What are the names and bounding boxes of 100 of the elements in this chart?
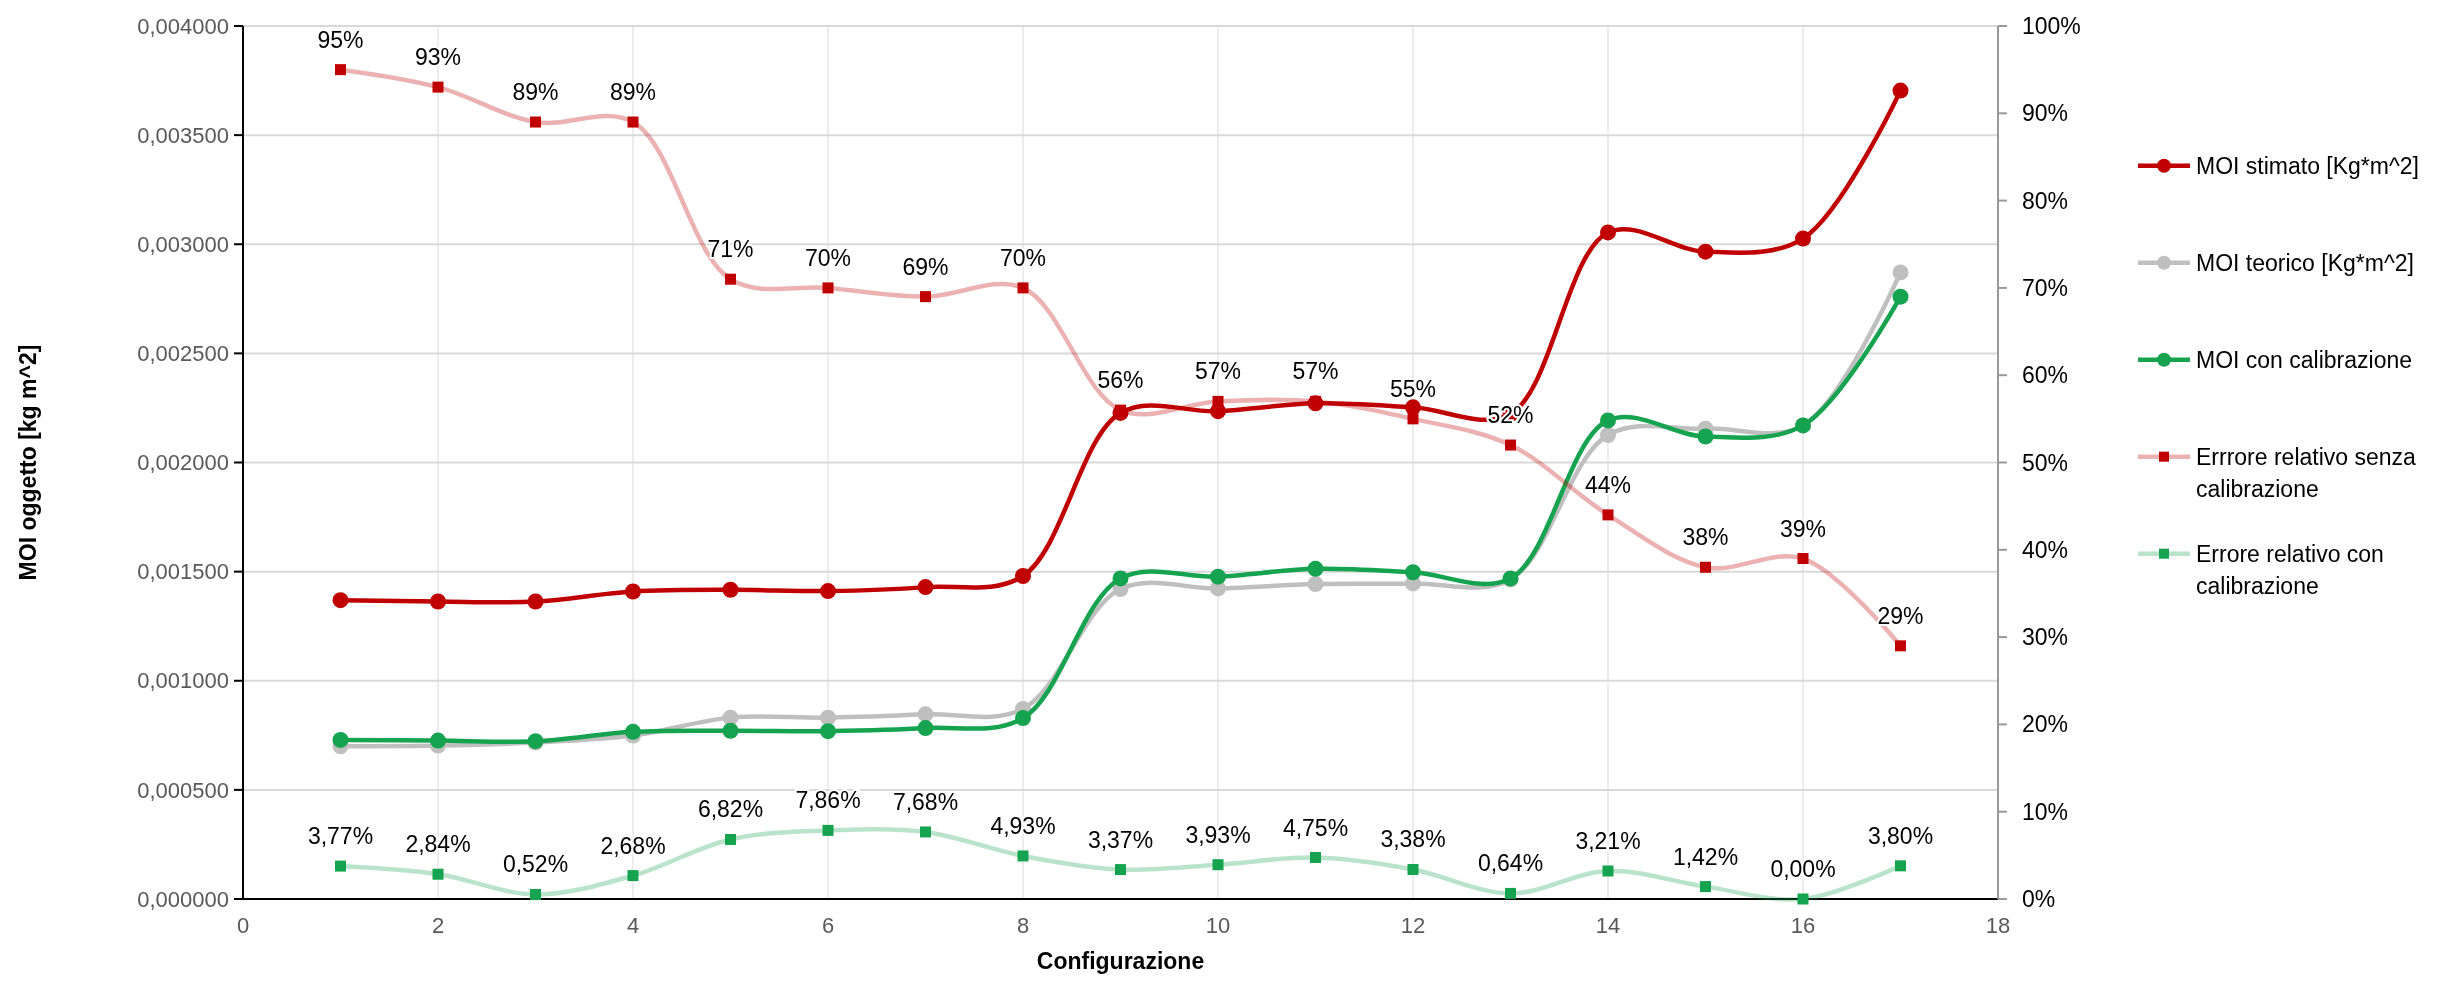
data-label: 93% (414, 44, 462, 71)
point (625, 723, 641, 740)
point (1797, 553, 1809, 565)
point (1505, 439, 1516, 451)
point (432, 868, 444, 880)
data-label: 89% (512, 79, 559, 106)
x-tick-label: 4 (626, 913, 640, 938)
data-label: 57% (1194, 358, 1242, 385)
point (1505, 887, 1516, 899)
point (332, 592, 349, 609)
point (530, 888, 541, 900)
data-label: 7,68% (892, 788, 959, 815)
point (1307, 576, 1324, 593)
x-tick-label: 16 (1790, 913, 1816, 938)
point (1015, 567, 1031, 584)
point (1602, 865, 1614, 877)
data-label: 89% (609, 79, 657, 106)
point (1405, 399, 1421, 416)
x-tick-label: 14 (1595, 913, 1621, 938)
point (1407, 413, 1419, 425)
legend-label: Errrore relativo senza calibrazione (2196, 443, 2417, 502)
data-label: 3,80% (1867, 822, 1934, 849)
point (430, 732, 446, 749)
y2-tick-label: 40% (2022, 536, 2069, 563)
point (1892, 82, 1909, 99)
point (1700, 561, 1711, 573)
data-label: 29% (1877, 602, 1924, 629)
point (1602, 509, 1614, 521)
point (722, 581, 739, 598)
data-label: 56% (1097, 367, 1144, 394)
point (430, 593, 446, 610)
legend-label: MOI teorico [Kg*m^2] (2196, 249, 2414, 276)
legend-label: MOI stimato [Kg*m^2] (2196, 152, 2419, 179)
x-tick-label: 2 (431, 913, 445, 938)
point (1895, 640, 1906, 652)
point (1210, 568, 1226, 585)
x-tick-label: 8 (1016, 913, 1030, 938)
y2-tick-label: 80% (2022, 187, 2069, 214)
y-tick-label: 0,001000 (137, 668, 229, 694)
y-axis-title: MOI oggetto [kg m^2] (15, 344, 41, 581)
data-label: 39% (1779, 515, 1827, 542)
data-label: 95% (317, 26, 364, 53)
data-label: 3,77% (307, 823, 374, 850)
data-label: 3,38% (1380, 826, 1446, 853)
y-tick-label: 0,002000 (137, 450, 229, 476)
y-tick-label: 0,000500 (137, 777, 229, 803)
y2-tick-label: 10% (2022, 798, 2069, 825)
point (1017, 850, 1029, 862)
point (1600, 412, 1616, 429)
data-label: 6,82% (697, 796, 764, 823)
x-axis-title: Configurazione (1036, 948, 1205, 974)
data-label: 4,75% (1282, 814, 1349, 841)
point (530, 116, 541, 128)
point (917, 720, 934, 737)
point (625, 583, 641, 600)
point (725, 833, 736, 845)
y2-tick-label: 60% (2022, 362, 2069, 389)
data-label: 69% (902, 253, 949, 280)
point (1892, 288, 1909, 305)
y2-tick-label: 100% (2022, 13, 2081, 40)
point (917, 579, 934, 596)
point (722, 722, 739, 739)
point (1310, 852, 1321, 864)
y2-tick-label: 50% (2022, 449, 2069, 476)
point (820, 583, 836, 600)
data-label: 0,52% (502, 851, 569, 878)
data-label: 4,93% (990, 812, 1056, 839)
data-label: 44% (1584, 471, 1632, 498)
y-tick-label: 0,003000 (137, 231, 229, 257)
point (1405, 564, 1421, 581)
y2-tick-label: 20% (2022, 711, 2069, 738)
point (725, 273, 736, 285)
x-tick-label: 18 (1985, 913, 2011, 938)
y-tick-label: 0,003500 (137, 122, 229, 148)
point (1892, 264, 1909, 281)
data-label: 57% (1292, 358, 1339, 385)
x-tick-label: 0 (236, 913, 250, 938)
point (627, 116, 639, 128)
point (920, 826, 931, 838)
data-label: 1,42% (1672, 843, 1739, 870)
data-label: 55% (1389, 375, 1437, 402)
point (1112, 570, 1129, 587)
point (1700, 881, 1711, 893)
data-label: 38% (1682, 524, 1729, 551)
data-label: 2,68% (600, 832, 666, 859)
point (335, 860, 346, 872)
point (432, 81, 444, 93)
data-label: 3,21% (1575, 827, 1641, 854)
point (1407, 863, 1419, 875)
point (627, 870, 639, 882)
data-label: 70% (999, 244, 1047, 271)
data-label: 0,00% (1770, 856, 1836, 882)
point (335, 64, 346, 76)
data-label: 3,37% (1087, 826, 1154, 853)
y2-tick-label: 30% (2022, 624, 2069, 651)
point (1212, 859, 1224, 871)
point (1212, 395, 1224, 407)
y-tick-label: 0,000000 (137, 886, 229, 912)
point (1017, 282, 1029, 294)
point (917, 706, 934, 723)
